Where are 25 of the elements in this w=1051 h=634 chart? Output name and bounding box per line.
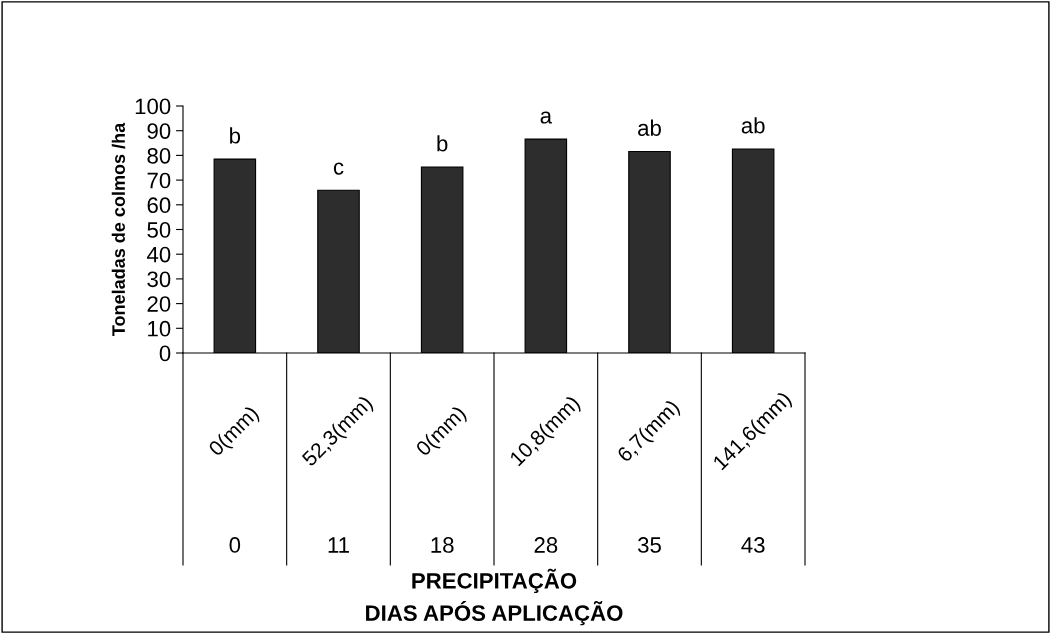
y-tick-label: 40	[146, 246, 171, 263]
text: 43	[741, 537, 765, 553]
y-tick-label: 80	[147, 147, 171, 164]
data-label: ab	[741, 117, 765, 134]
y-tick-label: 30	[147, 271, 171, 288]
data-label: ab	[638, 119, 661, 136]
data-label: b	[230, 127, 241, 144]
text: 35	[637, 537, 661, 553]
y-axis-title: Toneladas de colmos /ha	[111, 122, 126, 336]
y-tick-label: 10	[148, 320, 171, 337]
text: 18	[431, 537, 454, 553]
data-label: c	[333, 162, 344, 175]
data-label: a	[540, 111, 553, 124]
y-tick-label: 90	[147, 123, 171, 139]
data-label: b	[437, 135, 448, 152]
y-tick-label: 50	[147, 222, 171, 238]
text: 0	[229, 537, 241, 553]
y-tick-label: 70	[147, 172, 171, 189]
y-tick-label: 100	[135, 98, 171, 115]
x-axis-title: PRECIPITAÇÃO DIAS APÓS APLICAÇÃO	[366, 568, 623, 626]
text: 28	[534, 537, 558, 553]
y-tick-label: 0	[159, 345, 171, 362]
y-tick-label: 20	[147, 296, 171, 312]
y-tick-label: 60	[147, 197, 171, 214]
text: 11	[328, 537, 349, 553]
